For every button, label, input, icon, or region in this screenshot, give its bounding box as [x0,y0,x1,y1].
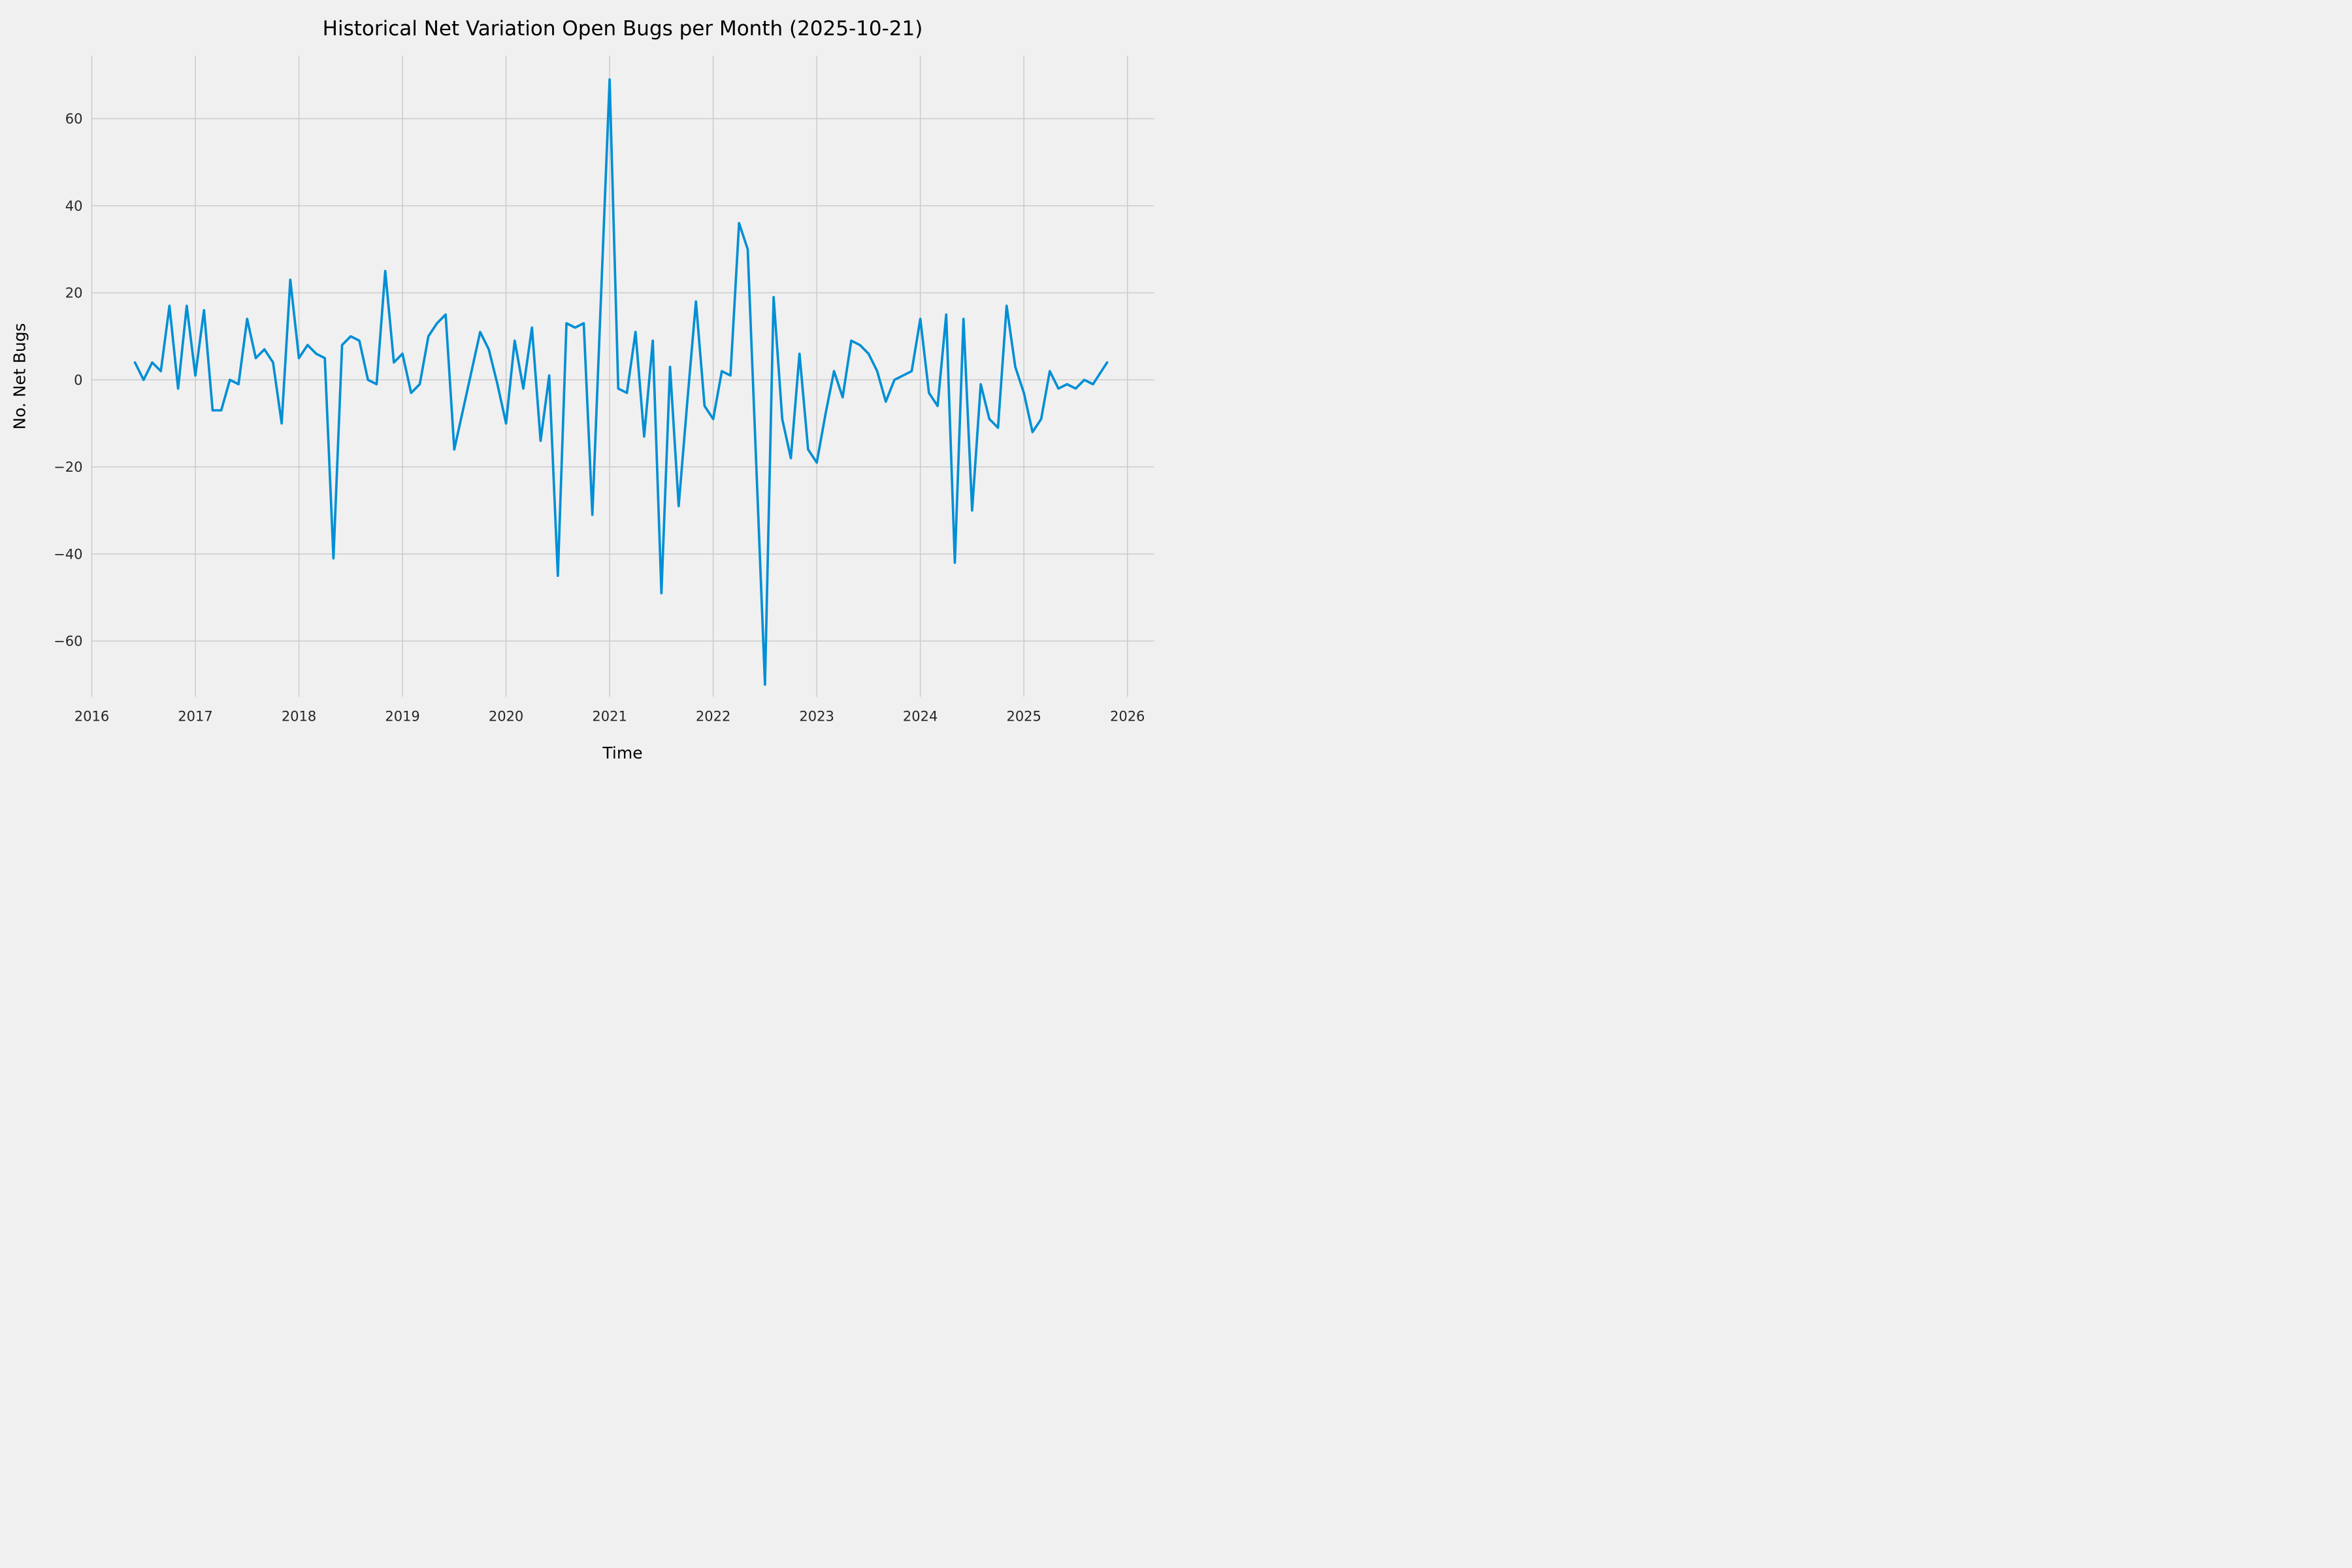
x-tick-label: 2019 [385,709,419,725]
y-tick-label: −40 [54,546,82,562]
x-axis-label: Time [602,743,643,762]
line-chart: 60 40 20 0 −20 −40 −60 2016 2017 2018 2019 2020 2021… [54,56,1154,725]
x-tick-label: 2020 [489,709,523,725]
x-tick-label: 2016 [74,709,109,725]
x-tick-label: 2024 [903,709,938,725]
y-axis-label: No. Net Bugs [10,323,29,430]
x-tick-label: 2022 [696,709,730,725]
x-tick-label: 2025 [1006,709,1041,725]
y-tick-label: 20 [65,286,83,301]
plot-area [91,56,1154,697]
x-tick-label: 2026 [1110,709,1145,725]
chart-title: Historical Net Variation Open Bugs per M… [322,17,923,41]
y-tick-label: 40 [65,198,83,214]
x-tick-label: 2018 [282,709,316,725]
x-tick-label: 2021 [592,709,627,725]
figure: Historical Net Variation Open Bugs per M… [0,0,1176,784]
x-tick-label: 2023 [799,709,834,725]
y-tick-label: −60 [54,634,82,649]
y-tick-label: −20 [54,459,82,475]
y-tick-label: 0 [74,372,82,388]
x-tick-label: 2017 [178,709,212,725]
data-line [133,78,1109,686]
y-tick-label: 60 [65,111,83,127]
